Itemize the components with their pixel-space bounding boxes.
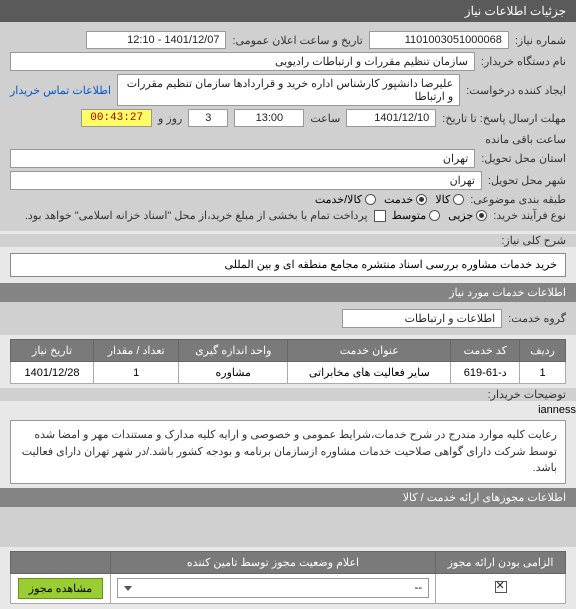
radio-jozi[interactable]: جزیی — [448, 209, 487, 222]
table-row: 1 د-61-619 سایر فعالیت های مخابراتی مشاو… — [11, 362, 566, 384]
radio-khadmat-label: خدمت — [384, 193, 413, 206]
page-header: جزئیات اطلاعات نیاز — [0, 0, 576, 22]
req-no-field: 1101003051000068 — [369, 31, 509, 49]
contact-link[interactable]: اطلاعات تماس خریدار — [10, 84, 111, 97]
radio-motavaset[interactable]: متوسط — [392, 209, 441, 222]
td-mandatory — [436, 573, 566, 603]
td-date: 1401/12/28 — [11, 362, 94, 384]
chevron-down-icon — [124, 586, 132, 591]
province-label: استان محل تحویل: — [481, 152, 566, 165]
desc-box: خرید خدمات مشاوره بررسی اسناد منتشره مجا… — [10, 253, 566, 277]
radio-motavaset-label: متوسط — [392, 209, 427, 222]
th-code: کد خدمت — [451, 340, 520, 362]
th-qty: تعداد / مقدار — [94, 340, 179, 362]
th-row: ردیف — [520, 340, 566, 362]
city-field: تهران — [10, 171, 482, 190]
radio-kala[interactable]: کالا — [435, 193, 464, 206]
th-action — [11, 551, 111, 573]
services-table: ردیف کد خدمت عنوان خدمت واحد اندازه گیری… — [10, 339, 566, 384]
status-select[interactable]: -- — [117, 578, 429, 598]
th-title: عنوان خدمت — [288, 340, 451, 362]
pay-checkbox[interactable] — [374, 210, 386, 222]
subject-radio-group: کالا خدمت کالا/خدمت — [315, 193, 464, 206]
view-permit-button[interactable]: مشاهده مجوز — [18, 578, 103, 599]
subject-type-label: طبقه بندی موضوعی: — [470, 193, 566, 206]
announce-label: تاریخ و ساعت اعلان عمومی: — [232, 34, 362, 47]
buyer-field: سازمان تنظیم مقررات و ارتباطات رادیویی — [10, 52, 475, 71]
td-qty: 1 — [94, 362, 179, 384]
deadline-label: مهلت ارسال پاسخ: تا تاریخ: — [442, 112, 566, 125]
days-label: روز و — [158, 112, 182, 125]
group-label: گروه خدمت: — [508, 312, 566, 325]
buyer-notes-box: رعایت کلیه موارد مندرج در شرح خدمات،شرای… — [10, 420, 566, 484]
radio-dot-icon — [365, 194, 376, 205]
remain-label: ساعت باقی مانده — [485, 133, 566, 146]
td-unit: مشاوره — [179, 362, 288, 384]
select-value: -- — [415, 582, 422, 594]
buy-type-radio-group: جزیی متوسط — [392, 209, 488, 222]
creator-field: علیرضا دانشپور کارشناس اداره خرید و قرار… — [117, 74, 460, 106]
th-unit: واحد اندازه گیری — [179, 340, 288, 362]
buyer-notes-label: توضیحات خریدار: — [488, 388, 566, 401]
th-mandatory: الزامی بودن ارائه مجوز — [436, 551, 566, 573]
radio-jozi-label: جزیی — [448, 209, 473, 222]
city-label: شهر محل تحویل: — [488, 174, 566, 187]
spacer — [0, 507, 576, 547]
radio-dot-icon — [429, 210, 440, 221]
desc-label: شرح کلی نیاز: — [501, 234, 566, 247]
radio-kalakhadmat[interactable]: کالا/خدمت — [315, 193, 376, 206]
deadline-hour-field: 13:00 — [234, 109, 304, 127]
radio-dot-icon — [416, 194, 427, 205]
pay-note: پرداخت تمام یا بخشی از مبلغ خرید،از محل … — [10, 209, 368, 222]
table-row: -- مشاهده مجوز — [11, 573, 566, 603]
td-action: مشاهده مجوز — [11, 573, 111, 603]
radio-kala-label: کالا — [435, 193, 450, 206]
radio-dot-icon — [476, 210, 487, 221]
announce-field: 1401/12/07 - 12:10 — [86, 31, 226, 49]
req-no-label: شماره نیاز: — [515, 34, 566, 47]
radio-dot-icon — [453, 194, 464, 205]
permits-section-bar: اطلاعات مجوزهای ارائه خدمت / کالا — [0, 488, 576, 507]
days-field: 3 — [188, 109, 228, 127]
hour-label: ساعت — [310, 112, 340, 125]
buy-type-label: نوع فرآیند خرید: — [493, 209, 566, 222]
main-form: شماره نیاز: 1101003051000068 تاریخ و ساع… — [0, 22, 576, 231]
permits-table: الزامی بودن ارائه مجوز اعلام وضعیت مجوز … — [10, 551, 566, 604]
timer-field: 00:43:27 — [81, 109, 152, 127]
radio-kalakhadmat-label: کالا/خدمت — [315, 193, 362, 206]
buyer-label: نام دستگاه خریدار: — [481, 55, 566, 68]
creator-label: ایجاد کننده درخواست: — [466, 84, 566, 97]
group-field: اطلاعات و ارتباطات — [342, 309, 502, 328]
radio-khadmat[interactable]: خدمت — [384, 193, 427, 206]
td-code: د-61-619 — [451, 362, 520, 384]
th-date: تاریخ نیاز — [11, 340, 94, 362]
services-section-bar: اطلاعات خدمات مورد نیاز — [0, 283, 576, 302]
page-title: جزئیات اطلاعات نیاز — [465, 4, 566, 18]
td-status: -- — [111, 573, 436, 603]
td-row: 1 — [520, 362, 566, 384]
th-status: اعلام وضعیت مجوز توسط تامین کننده — [111, 551, 436, 573]
province-field: تهران — [10, 149, 475, 168]
mandatory-checkbox[interactable] — [495, 581, 507, 593]
td-title: سایر فعالیت های مخابراتی — [288, 362, 451, 384]
deadline-date-field: 1401/12/10 — [346, 109, 436, 127]
